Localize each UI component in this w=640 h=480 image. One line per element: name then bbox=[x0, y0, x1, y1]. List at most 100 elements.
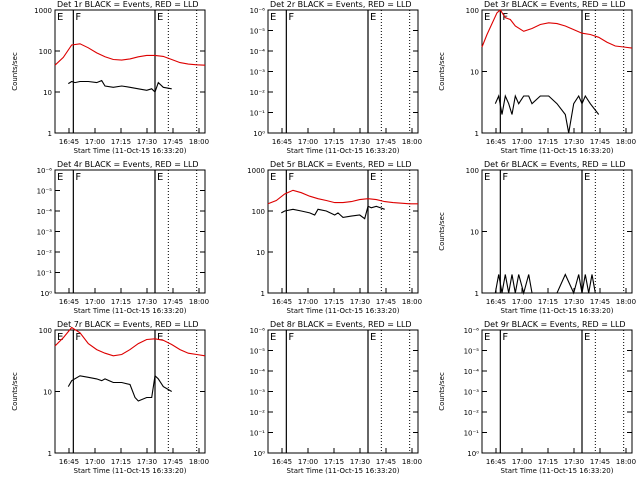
y-tick-label: 10⁻³ bbox=[37, 229, 53, 237]
x-tick-label: 17:15 bbox=[538, 458, 558, 466]
y-tick-label: 10⁻⁵ bbox=[250, 28, 266, 36]
x-tick-label: 17:45 bbox=[376, 298, 396, 306]
y-tick-label: 10⁻⁴ bbox=[37, 208, 53, 216]
x-tick-label: 18:00 bbox=[189, 138, 209, 146]
y-tick-label: 1 bbox=[48, 450, 52, 458]
x-axis-label: Start Time (11-Oct-15 16:33:20) bbox=[287, 307, 400, 315]
y-tick-label: 10⁻¹ bbox=[464, 430, 480, 438]
y-axis-label: Counts/sec bbox=[438, 212, 446, 251]
plot-frame bbox=[481, 169, 633, 294]
panel-det4r: Det 4r BLACK = Events, RED = LLD 10⁰ 10⁻¹ 1… bbox=[37, 160, 210, 315]
x-tick-label: 16:45 bbox=[272, 298, 292, 306]
y-tick-label: 1 bbox=[475, 130, 479, 138]
y-tick-label: 10 bbox=[43, 89, 52, 97]
y-tick-label: 10⁻⁶ bbox=[250, 7, 266, 15]
y-tick-label: 10⁻¹ bbox=[37, 270, 53, 278]
y-tick-label: 10⁻² bbox=[37, 249, 53, 257]
y-tick-label: 10⁻² bbox=[250, 89, 266, 97]
y-tick-label: 1 bbox=[261, 290, 265, 298]
y-tick-label: 1000 bbox=[34, 7, 52, 15]
panel-det7r: Det 7r BLACK = Events, RED = LLD Counts/s… bbox=[11, 320, 209, 475]
x-tick-label: 17:45 bbox=[590, 138, 610, 146]
marker-E-left: E bbox=[57, 12, 63, 23]
panel-det1r: Det 1r BLACK = Events, RED = LLD Counts/s… bbox=[11, 0, 209, 155]
marker-E-left: E bbox=[57, 332, 63, 343]
plot-frame bbox=[481, 9, 633, 134]
x-tick-label: 18:00 bbox=[402, 458, 422, 466]
x-tick-label: 17:15 bbox=[324, 458, 344, 466]
y-tick-label: 1 bbox=[48, 130, 52, 138]
x-tick-label: 17:00 bbox=[85, 298, 105, 306]
marker-E-left: E bbox=[484, 332, 490, 343]
y-tick-label: 10 bbox=[470, 229, 479, 237]
x-tick-label: 17:00 bbox=[298, 138, 318, 146]
x-tick-label: 16:45 bbox=[59, 458, 79, 466]
panel-title: Det 8r BLACK = Events, RED = LLD bbox=[270, 320, 412, 329]
y-tick-label: 10⁻² bbox=[250, 409, 266, 417]
series-events-line bbox=[494, 273, 599, 296]
marker-E-left: E bbox=[484, 12, 490, 23]
panel-title: Det 3r BLACK = Events, RED = LLD bbox=[484, 0, 626, 9]
y-tick-label: 10⁻⁴ bbox=[464, 368, 480, 376]
y-tick-label: 10⁻¹ bbox=[250, 430, 266, 438]
marker-E: E bbox=[584, 12, 590, 23]
y-tick-label: 10⁻⁵ bbox=[250, 348, 266, 356]
y-tick-label: 10 bbox=[470, 69, 479, 77]
x-axis-label: Start Time (11-Oct-15 16:33:20) bbox=[74, 467, 187, 475]
x-tick-label: 17:00 bbox=[512, 138, 532, 146]
x-tick-label: 17:15 bbox=[324, 298, 344, 306]
y-tick-label: 10⁻³ bbox=[464, 389, 480, 397]
y-axis-label: Counts/sec bbox=[438, 372, 446, 411]
y-tick-label: 10 bbox=[43, 389, 52, 397]
x-tick-label: 16:45 bbox=[59, 138, 79, 146]
x-tick-label: 18:00 bbox=[402, 138, 422, 146]
x-tick-label: 18:00 bbox=[189, 458, 209, 466]
y-tick-label: 10⁻⁶ bbox=[464, 327, 480, 335]
x-tick-label: 17:15 bbox=[111, 298, 131, 306]
x-axis-label: Start Time (11-Oct-15 16:33:20) bbox=[287, 467, 400, 475]
x-tick-label: 17:45 bbox=[163, 138, 183, 146]
x-tick-label: 16:45 bbox=[486, 138, 506, 146]
x-tick-label: 18:00 bbox=[189, 298, 209, 306]
plot-frame bbox=[267, 329, 419, 454]
x-tick-label: 17:00 bbox=[512, 298, 532, 306]
x-axis-label: Start Time (11-Oct-15 16:33:20) bbox=[501, 467, 614, 475]
y-tick-label: 10 bbox=[256, 249, 265, 257]
marker-E: E bbox=[584, 172, 590, 183]
x-tick-label: 17:30 bbox=[564, 458, 584, 466]
y-tick-label: 10⁻³ bbox=[250, 69, 266, 77]
panel-title: Det 4r BLACK = Events, RED = LLD bbox=[57, 160, 199, 169]
x-tick-label: 18:00 bbox=[616, 138, 636, 146]
marker-E-left: E bbox=[270, 172, 276, 183]
panel-det9r: Det 9r BLACK = Events, RED = LLD Counts/s… bbox=[438, 320, 636, 475]
y-tick-label: 10⁰ bbox=[253, 130, 265, 138]
panel-det6r: Det 6r BLACK = Events, RED = LLD Counts/s… bbox=[438, 160, 636, 315]
x-axis-label: Start Time (11-Oct-15 16:33:20) bbox=[287, 147, 400, 155]
x-tick-label: 17:45 bbox=[376, 458, 396, 466]
y-axis-label: Counts/sec bbox=[438, 52, 446, 91]
panel-title: Det 2r BLACK = Events, RED = LLD bbox=[270, 0, 412, 9]
x-tick-label: 16:45 bbox=[486, 458, 506, 466]
panel-title: Det 5r BLACK = Events, RED = LLD bbox=[270, 160, 412, 169]
x-tick-label: 17:45 bbox=[163, 458, 183, 466]
x-tick-label: 17:00 bbox=[298, 298, 318, 306]
panel-title: Det 1r BLACK = Events, RED = LLD bbox=[57, 0, 199, 9]
x-axis-label: Start Time (11-Oct-15 16:33:20) bbox=[501, 307, 614, 315]
y-tick-label: 10⁻⁴ bbox=[250, 48, 266, 56]
marker-E-left: E bbox=[270, 332, 276, 343]
plot-frame bbox=[481, 329, 633, 454]
panel-title: Det 7r BLACK = Events, RED = LLD bbox=[57, 320, 199, 329]
marker-E-left: E bbox=[57, 172, 63, 183]
x-axis-label: Start Time (11-Oct-15 16:33:20) bbox=[74, 147, 187, 155]
plot-frame bbox=[267, 169, 419, 294]
x-axis-label: Start Time (11-Oct-15 16:33:20) bbox=[501, 147, 614, 155]
panel-title: Det 9r BLACK = Events, RED = LLD bbox=[484, 320, 626, 329]
marker-E: E bbox=[157, 172, 163, 183]
series-events-line bbox=[68, 79, 172, 93]
y-tick-label: 10⁻⁶ bbox=[37, 167, 53, 175]
x-tick-label: 17:15 bbox=[111, 138, 131, 146]
marker-E: E bbox=[584, 332, 590, 343]
marker-F: F bbox=[502, 172, 508, 183]
x-tick-label: 17:30 bbox=[137, 298, 157, 306]
